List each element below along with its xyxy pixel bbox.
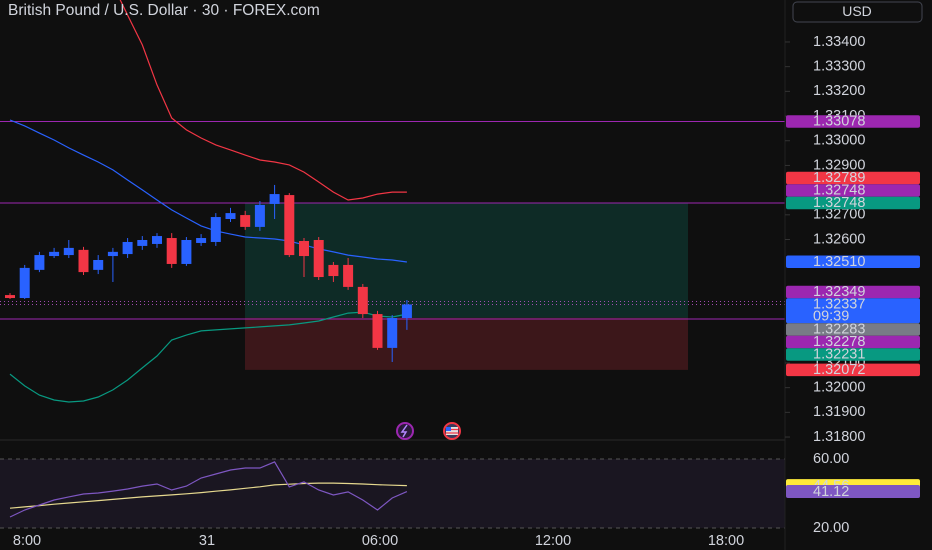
price-badge [786, 285, 920, 299]
x-tick-label: 8:00 [13, 533, 41, 549]
y-tick-label: 1.33200 [813, 83, 865, 99]
rsi-pane [0, 458, 785, 529]
price-badge-label: 1.32748 [813, 183, 865, 199]
price-badge [786, 184, 920, 197]
profit-zone [245, 202, 688, 318]
event-icon[interactable] [396, 422, 414, 440]
price-badge [786, 363, 920, 377]
x-tick-label: 18:00 [708, 533, 744, 549]
price-badge [786, 115, 920, 128]
value-badge-label: 41.12 [813, 484, 849, 500]
indicator-line [9, 119, 407, 263]
candle-body [19, 267, 30, 299]
y-tick-label: 1.32900 [813, 157, 865, 173]
price-badge [786, 298, 920, 324]
y-tick-label: 1.32000 [813, 379, 865, 395]
price-badge-label: 1.32789 [813, 170, 865, 186]
candle-body [5, 295, 15, 299]
candle-body [240, 215, 251, 227]
candle-body [284, 195, 295, 256]
y-tick-label: 60.00 [813, 451, 849, 467]
price-badge-label: 1.32349 [813, 284, 865, 300]
candle-body [63, 247, 74, 256]
price-badge [786, 323, 920, 336]
candle-body [107, 251, 118, 257]
candle-body [210, 217, 221, 242]
rsi-band [0, 458, 785, 528]
rsi-line [9, 482, 407, 509]
candle-body [372, 314, 383, 348]
x-tick-label: 06:00 [362, 533, 398, 549]
y-tick-label: 1.31800 [813, 429, 865, 445]
price-badge-label: 1.32510 [813, 254, 865, 270]
candle-body [401, 304, 412, 319]
price-badge-label: 1.32337 [813, 297, 865, 313]
candle-body [225, 213, 236, 220]
candle-body [78, 249, 89, 273]
price-badge [786, 196, 920, 210]
price-badge-label: 1.32231 [813, 347, 865, 363]
candle-body [387, 318, 398, 348]
rsi-line [9, 461, 408, 518]
price-badge-label: 1.32278 [813, 334, 865, 350]
y-tick-label: 1.32600 [813, 231, 865, 247]
candle-body [181, 240, 192, 264]
indicator-line [119, 0, 407, 201]
price-badge [786, 348, 920, 361]
candle-body [299, 240, 309, 257]
candle-body [34, 255, 45, 270]
currency-button[interactable] [792, 1, 923, 23]
value-badge [786, 485, 920, 499]
y-tick-label: 1.33000 [813, 133, 865, 149]
candle-body [49, 251, 60, 257]
candle-body [254, 204, 265, 227]
price-badge [786, 171, 920, 185]
y-tick-label: 1.33300 [813, 58, 865, 74]
price-badge [786, 255, 920, 268]
flag-canton [446, 427, 451, 431]
price-pane [5, 0, 412, 403]
price-badge-label: 1.32283 [813, 322, 865, 338]
price-badge-label: 1.33078 [813, 114, 865, 130]
price-badge-label: 1.32748 [813, 195, 865, 211]
indicator-line [9, 311, 408, 403]
event-icons[interactable] [396, 422, 461, 440]
price-badge-label: 1.32072 [813, 362, 865, 378]
currency-label: USD [842, 3, 872, 19]
y-tick-label: 1.31900 [813, 404, 865, 420]
event-bolt [400, 424, 408, 438]
candle-body [122, 241, 133, 255]
candle-body [166, 238, 177, 264]
candle-body [137, 240, 148, 246]
x-tick-label: 31 [199, 533, 215, 549]
flag [446, 427, 458, 435]
y-tick-label: 1.33400 [813, 34, 865, 50]
x-tick-label: 12:00 [535, 533, 571, 549]
candle-body [152, 236, 162, 244]
countdown-label: 09:39 [813, 309, 849, 325]
loss-zone [245, 317, 688, 370]
candle-body [93, 260, 104, 270]
candle-body [269, 194, 280, 204]
axis-layer: 1.334001.333001.332001.331001.330001.329… [13, 34, 920, 549]
candle-body [328, 264, 339, 277]
candle-body [313, 240, 324, 278]
back-layer [0, 120, 785, 370]
candle-body [196, 238, 207, 243]
candle-body [357, 286, 368, 315]
chart-title: British Pound / U.S. Dollar · 30 · FOREX… [8, 2, 320, 19]
y-tick-label: 1.32700 [813, 207, 865, 223]
price-badge [786, 335, 920, 349]
candle-body [343, 264, 354, 287]
y-tick-label: 20.00 [813, 520, 849, 536]
